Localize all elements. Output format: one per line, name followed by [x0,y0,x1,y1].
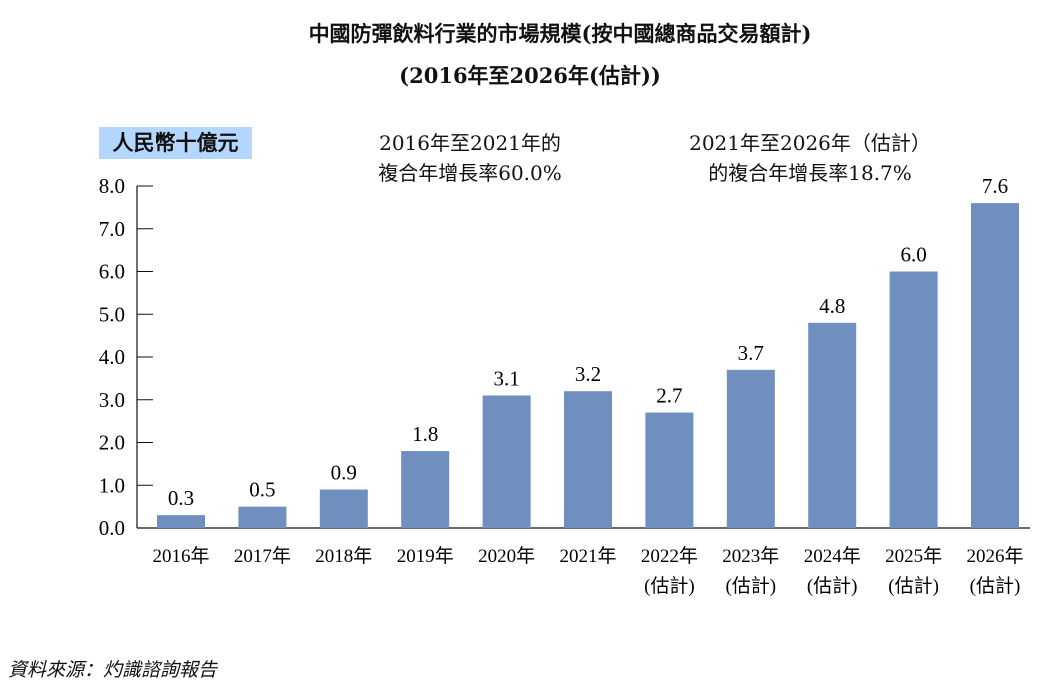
bar [482,395,531,528]
x-tick-sublabel: (估計) [644,575,695,597]
bar [971,203,1019,528]
x-tick-label: 2022年 [641,545,698,567]
x-tick-label: 2023年 [722,545,779,567]
x-tick-sublabel: (估計) [970,575,1021,597]
bar [889,271,938,528]
data-label: 2.7 [656,384,682,408]
y-tick-label: 7.0 [99,217,125,241]
data-label: 0.3 [168,486,194,510]
cagr-2-line1: 2021年至2026年（估計） [689,131,931,155]
bar [564,391,612,528]
y-tick-label: 6.0 [99,260,125,284]
y-tick-label: 0.0 [99,516,125,540]
data-label: 6.0 [900,243,926,267]
cagr-2-line2: 的複合年增長率18.7% [708,161,912,185]
cagr-annotation-1: 2016年至2021年的 複合年增長率60.0% [340,128,600,188]
x-tick-sublabel: (估計) [888,575,939,597]
y-tick-label: 3.0 [99,388,125,412]
bar [645,412,694,528]
y-tick-label: 8.0 [99,174,125,198]
chart-subtitle: (2016年至2026年(估計)) [399,63,661,88]
y-axis-label: 人民幣十億元 [99,127,252,159]
source-note: 資料來源：灼識諮詢報告 [8,659,218,681]
bar [238,506,287,528]
data-label: 3.7 [738,341,764,365]
bar [726,369,775,528]
x-tick-label: 2020年 [478,545,535,567]
x-tick-sublabel: (估計) [725,575,776,597]
bar [808,322,857,528]
cagr-1-line2: 複合年增長率60.0% [378,161,562,185]
x-tick-label: 2021年 [559,545,616,567]
y-tick-label: 2.0 [99,431,125,455]
x-tick-label: 2019年 [397,545,454,567]
cagr-annotation-2: 2021年至2026年（估計） 的複合年增長率18.7% [660,128,960,188]
x-tick-label: 2025年 [885,545,942,567]
y-tick-label: 4.0 [99,345,125,369]
y-tick-label: 1.0 [99,473,125,497]
data-label: 0.9 [331,461,357,485]
data-label: 7.6 [982,174,1008,198]
x-tick-sublabel: (估計) [807,575,858,597]
bar [319,489,368,528]
data-label: 4.8 [819,294,845,318]
x-tick-label: 2018年 [315,545,372,567]
chart-title: 中國防彈飲料行業的市場規模(按中國總商品交易額計) [308,21,812,46]
x-tick-label: 2024年 [804,545,861,567]
x-tick-label: 2026年 [966,545,1023,567]
y-tick-label: 5.0 [99,302,125,326]
x-tick-label: 2017年 [234,545,291,567]
x-tick-label: 2016年 [152,545,209,567]
bar [401,451,450,528]
data-label: 0.5 [249,478,275,502]
data-label: 3.1 [493,366,519,390]
cagr-1-line1: 2016年至2021年的 [379,131,561,155]
data-label: 1.8 [412,422,438,446]
data-label: 3.2 [575,362,601,386]
bar [157,515,205,528]
